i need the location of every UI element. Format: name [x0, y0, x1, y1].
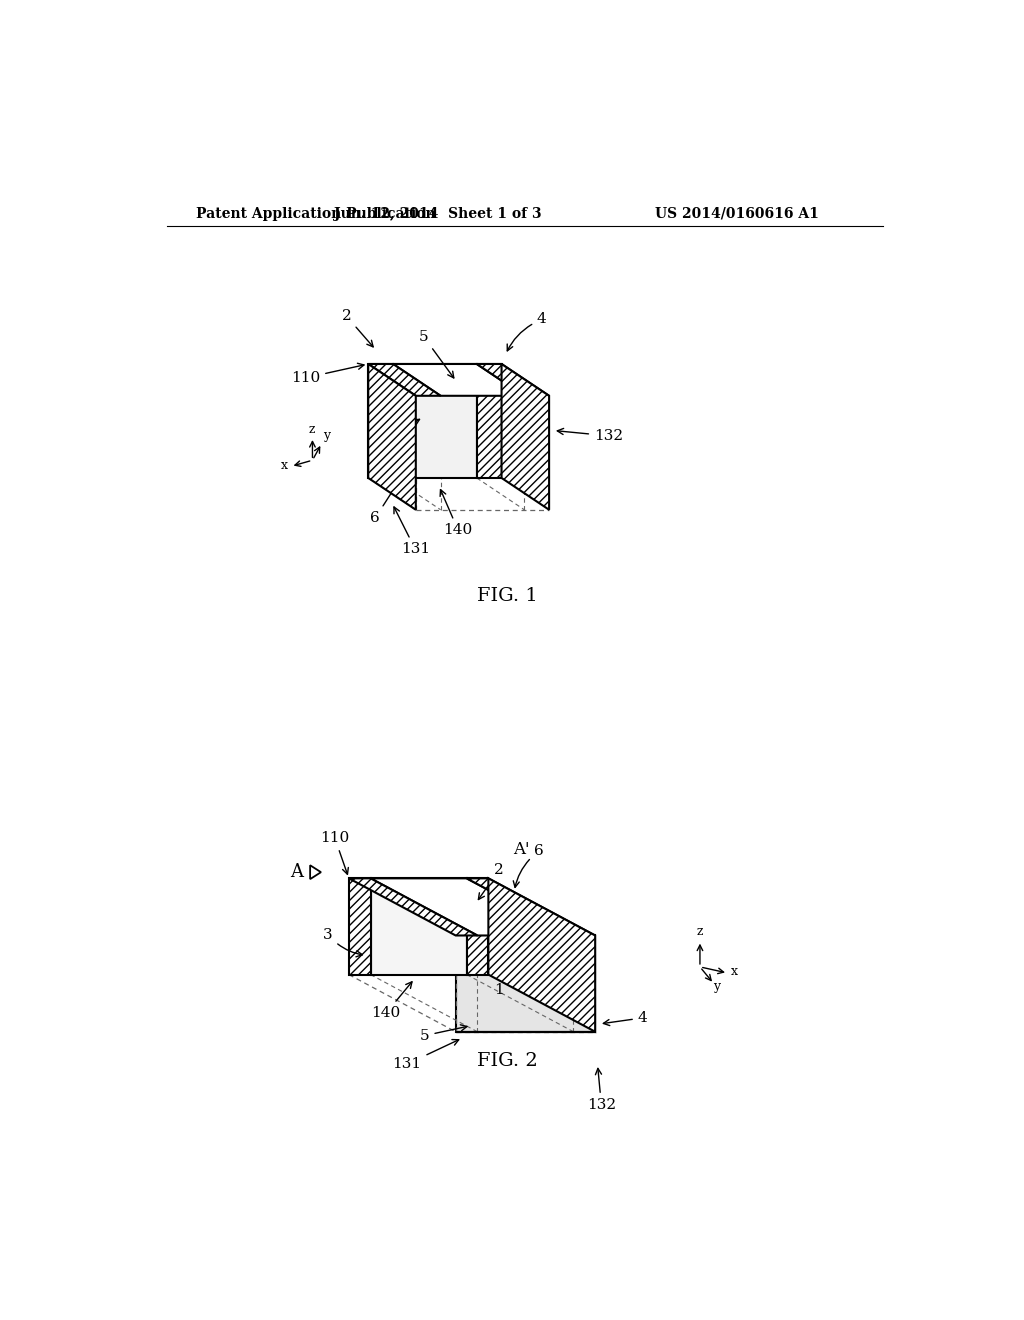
Text: Jun. 12, 2014  Sheet 1 of 3: Jun. 12, 2014 Sheet 1 of 3	[334, 207, 542, 220]
Text: 1: 1	[506, 473, 516, 487]
Text: 2: 2	[342, 309, 373, 347]
Polygon shape	[467, 878, 488, 974]
Text: 131: 131	[392, 1040, 459, 1071]
Polygon shape	[477, 364, 502, 478]
Polygon shape	[369, 364, 416, 510]
Text: 4: 4	[603, 1011, 647, 1026]
Text: 5: 5	[420, 1024, 467, 1043]
Text: z: z	[308, 422, 315, 436]
Polygon shape	[502, 364, 549, 510]
Polygon shape	[349, 878, 477, 936]
Text: 140: 140	[372, 982, 412, 1020]
Text: US 2014/0160616 A1: US 2014/0160616 A1	[655, 207, 819, 220]
Text: y: y	[323, 429, 330, 442]
Text: 6: 6	[513, 843, 544, 887]
Text: FIG. 2: FIG. 2	[477, 1052, 539, 1069]
Text: 3: 3	[382, 420, 420, 446]
Polygon shape	[349, 878, 371, 974]
Text: 110: 110	[321, 832, 349, 874]
Text: 4: 4	[507, 313, 547, 351]
Polygon shape	[369, 364, 393, 478]
Text: 3: 3	[324, 928, 362, 957]
Text: 132: 132	[587, 1068, 615, 1111]
Text: 1: 1	[494, 983, 504, 997]
Polygon shape	[371, 878, 467, 974]
Polygon shape	[371, 878, 573, 936]
Text: z: z	[696, 924, 703, 937]
Polygon shape	[477, 364, 549, 396]
Text: Patent Application Publication: Patent Application Publication	[197, 207, 436, 220]
Text: 2: 2	[478, 863, 504, 899]
Text: FIG. 1: FIG. 1	[477, 587, 539, 605]
Polygon shape	[467, 878, 595, 936]
Text: 5: 5	[419, 330, 454, 378]
Text: 140: 140	[440, 490, 473, 537]
Text: A: A	[290, 863, 303, 882]
Polygon shape	[393, 364, 477, 478]
Text: x: x	[730, 965, 737, 978]
Polygon shape	[369, 364, 440, 396]
Text: A': A'	[513, 841, 529, 858]
Text: 131: 131	[394, 507, 430, 556]
Text: 110: 110	[291, 363, 364, 385]
Polygon shape	[488, 878, 595, 1032]
Text: 132: 132	[557, 429, 624, 442]
Text: x: x	[281, 459, 288, 473]
Text: y: y	[714, 979, 721, 993]
Polygon shape	[393, 364, 524, 396]
Polygon shape	[310, 866, 321, 879]
Polygon shape	[456, 936, 595, 1032]
Text: 6: 6	[371, 486, 396, 525]
